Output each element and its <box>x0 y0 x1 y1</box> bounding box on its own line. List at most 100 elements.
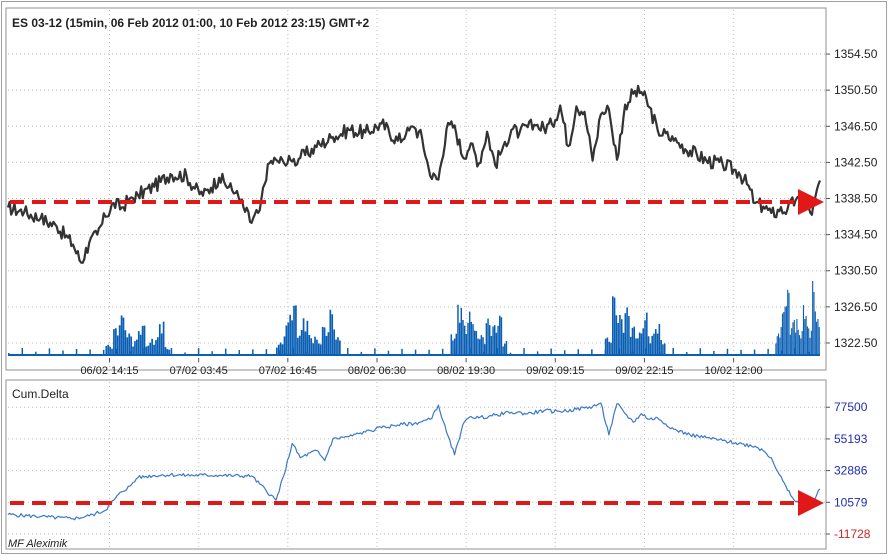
volume-bar-222 <box>713 350 715 356</box>
price-tick-label-6: 1330.50 <box>834 264 878 278</box>
volume-bar-139 <box>779 337 781 356</box>
volume-bar-61 <box>327 332 330 356</box>
volume-bar-189 <box>265 349 268 356</box>
volume-bar-2 <box>109 346 111 356</box>
volume-bar-166 <box>814 311 816 356</box>
volume-bar-58 <box>321 326 324 356</box>
volume-bar-150 <box>793 319 795 356</box>
volume-bar-225 <box>753 349 756 356</box>
volume-bar-94 <box>494 325 496 356</box>
volume-bar-135 <box>663 343 666 356</box>
volume-bar-167 <box>816 321 818 356</box>
axis-labels: 1354.50 1350.50 1346.50 1342.50 1338.50 1334.… <box>80 47 877 541</box>
volume-bar-131 <box>656 333 659 356</box>
delta-series <box>7 402 821 521</box>
volume-bar-179 <box>130 351 132 356</box>
volume-bar-35 <box>277 344 280 356</box>
volume-bar-200 <box>414 349 417 356</box>
volume-bar-42 <box>291 320 293 356</box>
volume-bar-188 <box>252 349 254 356</box>
volume-bar-52 <box>310 338 313 356</box>
volume-bar-1 <box>107 344 110 356</box>
volume-bar-165 <box>813 291 815 356</box>
volume-bar-209 <box>536 351 539 356</box>
volume-bar-109 <box>617 322 619 356</box>
volume-bar-221 <box>699 348 702 356</box>
volume-bar-132 <box>658 323 661 356</box>
volume-bar-16 <box>136 339 138 356</box>
volume-bar-214 <box>604 350 607 356</box>
volume-bar-23 <box>149 342 152 356</box>
volume-bar-130 <box>654 329 657 356</box>
time-tick-label-4: 08/02 19:30 <box>437 365 495 377</box>
volume-bar-203 <box>455 350 457 356</box>
volume-bar-229 <box>808 351 810 356</box>
volume-bar-29 <box>160 333 163 356</box>
volume-bar-74 <box>460 307 463 356</box>
volume-bar-13 <box>130 336 132 356</box>
volume-bar-191 <box>292 348 295 356</box>
volume-bar-3 <box>111 348 113 356</box>
volume-bar-121 <box>638 332 641 356</box>
price-line <box>6 84 822 264</box>
volume-bar-194 <box>333 352 335 356</box>
volume-bar-183 <box>184 352 186 356</box>
volume-bar-84 <box>477 338 479 356</box>
volume-bar-38 <box>283 336 286 356</box>
delta-tick-label-0: 77500 <box>834 400 868 414</box>
volume-bar-87 <box>482 337 484 356</box>
volume-bar-192 <box>306 351 308 356</box>
volume-bar-7 <box>118 325 121 356</box>
volume-bar-81 <box>472 324 474 356</box>
time-tick-label-3: 08/02 06:30 <box>348 365 406 377</box>
volume-bar-219 <box>672 348 674 356</box>
volume-bar-147 <box>789 334 791 356</box>
volume-bar-171 <box>21 348 24 356</box>
volume-bar-15 <box>134 341 136 356</box>
time-tick-label-7: 10/02 12:00 <box>705 365 763 377</box>
volume-bar-226 <box>767 348 769 356</box>
volume-bar-17 <box>137 331 140 356</box>
volume-bar-198 <box>387 350 390 356</box>
volume-bar-55 <box>316 339 318 356</box>
volume-bar-185 <box>211 351 213 356</box>
price-tick-label-8: 1322.50 <box>834 336 878 350</box>
volume-bar-161 <box>808 328 810 356</box>
volume-bar-73 <box>458 322 461 356</box>
volume-bar-95 <box>495 332 498 356</box>
volume-bar-66 <box>337 337 339 356</box>
volume-bar-156 <box>801 330 803 356</box>
volume-bar-212 <box>577 349 580 356</box>
volume-bar-196 <box>360 351 363 356</box>
time-tick-label-5: 09/02 09:15 <box>526 365 584 377</box>
volume-bar-144 <box>785 306 787 356</box>
volume-bar-213 <box>591 349 593 356</box>
volume-bar-100 <box>504 343 506 356</box>
volume-bar-67 <box>339 340 341 356</box>
volume-bar-136 <box>775 343 777 356</box>
volume-bar-134 <box>662 344 664 356</box>
volume-bar-54 <box>314 336 316 356</box>
volume-bar-79 <box>468 311 471 356</box>
volume-bars <box>8 281 820 356</box>
volume-bar-9 <box>122 317 125 356</box>
volume-bar-93 <box>492 326 494 356</box>
volume-bar-68 <box>450 334 453 356</box>
volume-bar-190 <box>279 350 281 356</box>
price-panel-frame <box>5 7 827 371</box>
volume-bar-164 <box>812 281 814 356</box>
volume-bar-43 <box>293 305 295 356</box>
volume-bar-172 <box>35 351 37 356</box>
volume-bar-86 <box>480 335 483 356</box>
volume-bar-49 <box>304 331 307 356</box>
time-tick-label-0: 06/02 14:15 <box>80 365 138 377</box>
volume-bar-220 <box>686 352 688 356</box>
volume-bar-129 <box>653 333 655 356</box>
volume-bar-116 <box>629 336 632 356</box>
volume-bar-151 <box>795 332 797 356</box>
price-guide-arrow <box>10 189 824 215</box>
volume-bar-206 <box>496 348 498 356</box>
volume-bar-141 <box>781 313 784 356</box>
volume-bar-199 <box>401 348 403 356</box>
